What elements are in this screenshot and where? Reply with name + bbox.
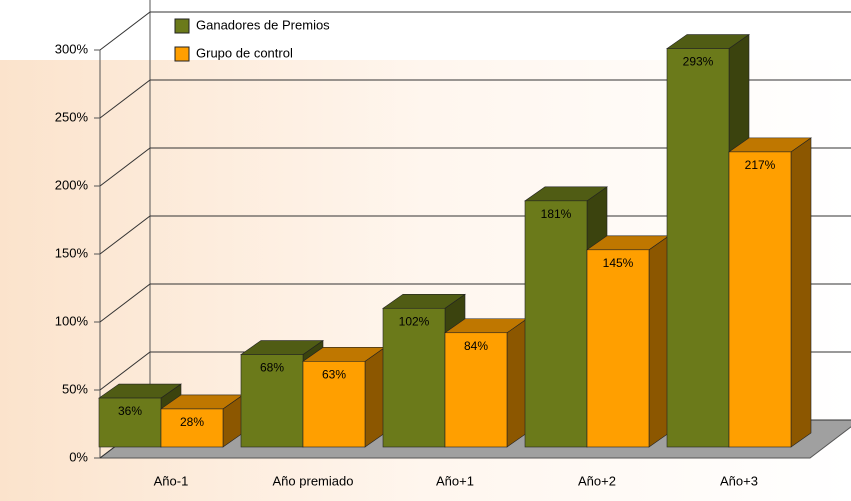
grid-line — [99, 79, 851, 119]
legend-swatch — [174, 46, 190, 62]
bar — [240, 354, 304, 448]
grid-line — [99, 215, 851, 255]
value-label: 84% — [464, 339, 488, 353]
y-tick-label: 250% — [55, 109, 89, 124]
value-label: 28% — [180, 415, 204, 429]
grid-line — [99, 11, 851, 51]
y-tick-label: 300% — [55, 41, 89, 56]
legend-label: Ganadores de Premios — [196, 17, 330, 32]
grid-line — [99, 147, 851, 187]
y-tick-label: 150% — [55, 245, 89, 260]
bar-side — [364, 346, 386, 448]
bar-side — [790, 137, 812, 448]
legend-label: Grupo de control — [196, 45, 293, 60]
bar — [160, 408, 224, 448]
y-tick-label: 50% — [62, 381, 88, 396]
bar — [302, 361, 366, 448]
value-label: 102% — [399, 314, 430, 328]
bar — [728, 151, 792, 448]
x-tick-label: Año+2 — [578, 473, 616, 488]
value-label: 36% — [118, 404, 142, 418]
y-tick-label: 0% — [69, 449, 88, 464]
x-tick-label: Año+1 — [436, 473, 474, 488]
value-label: 181% — [541, 207, 572, 221]
bar — [524, 200, 588, 448]
value-label: 63% — [322, 367, 346, 381]
x-tick-label: Año-1 — [154, 473, 189, 488]
x-tick-label: Año+3 — [720, 473, 758, 488]
value-label: 68% — [260, 361, 284, 375]
bar — [444, 332, 508, 448]
bar-side — [648, 235, 670, 448]
y-tick-label: 100% — [55, 313, 89, 328]
x-tick-label: Año premiado — [273, 473, 354, 488]
bar — [666, 48, 730, 448]
bar — [98, 397, 162, 448]
bar — [382, 307, 446, 448]
y-tick-label: 200% — [55, 177, 89, 192]
legend-swatch — [174, 18, 190, 34]
bar — [586, 249, 650, 448]
bar-side — [506, 318, 528, 448]
value-label: 293% — [683, 55, 714, 69]
value-label: 145% — [603, 256, 634, 270]
value-label: 217% — [745, 158, 776, 172]
